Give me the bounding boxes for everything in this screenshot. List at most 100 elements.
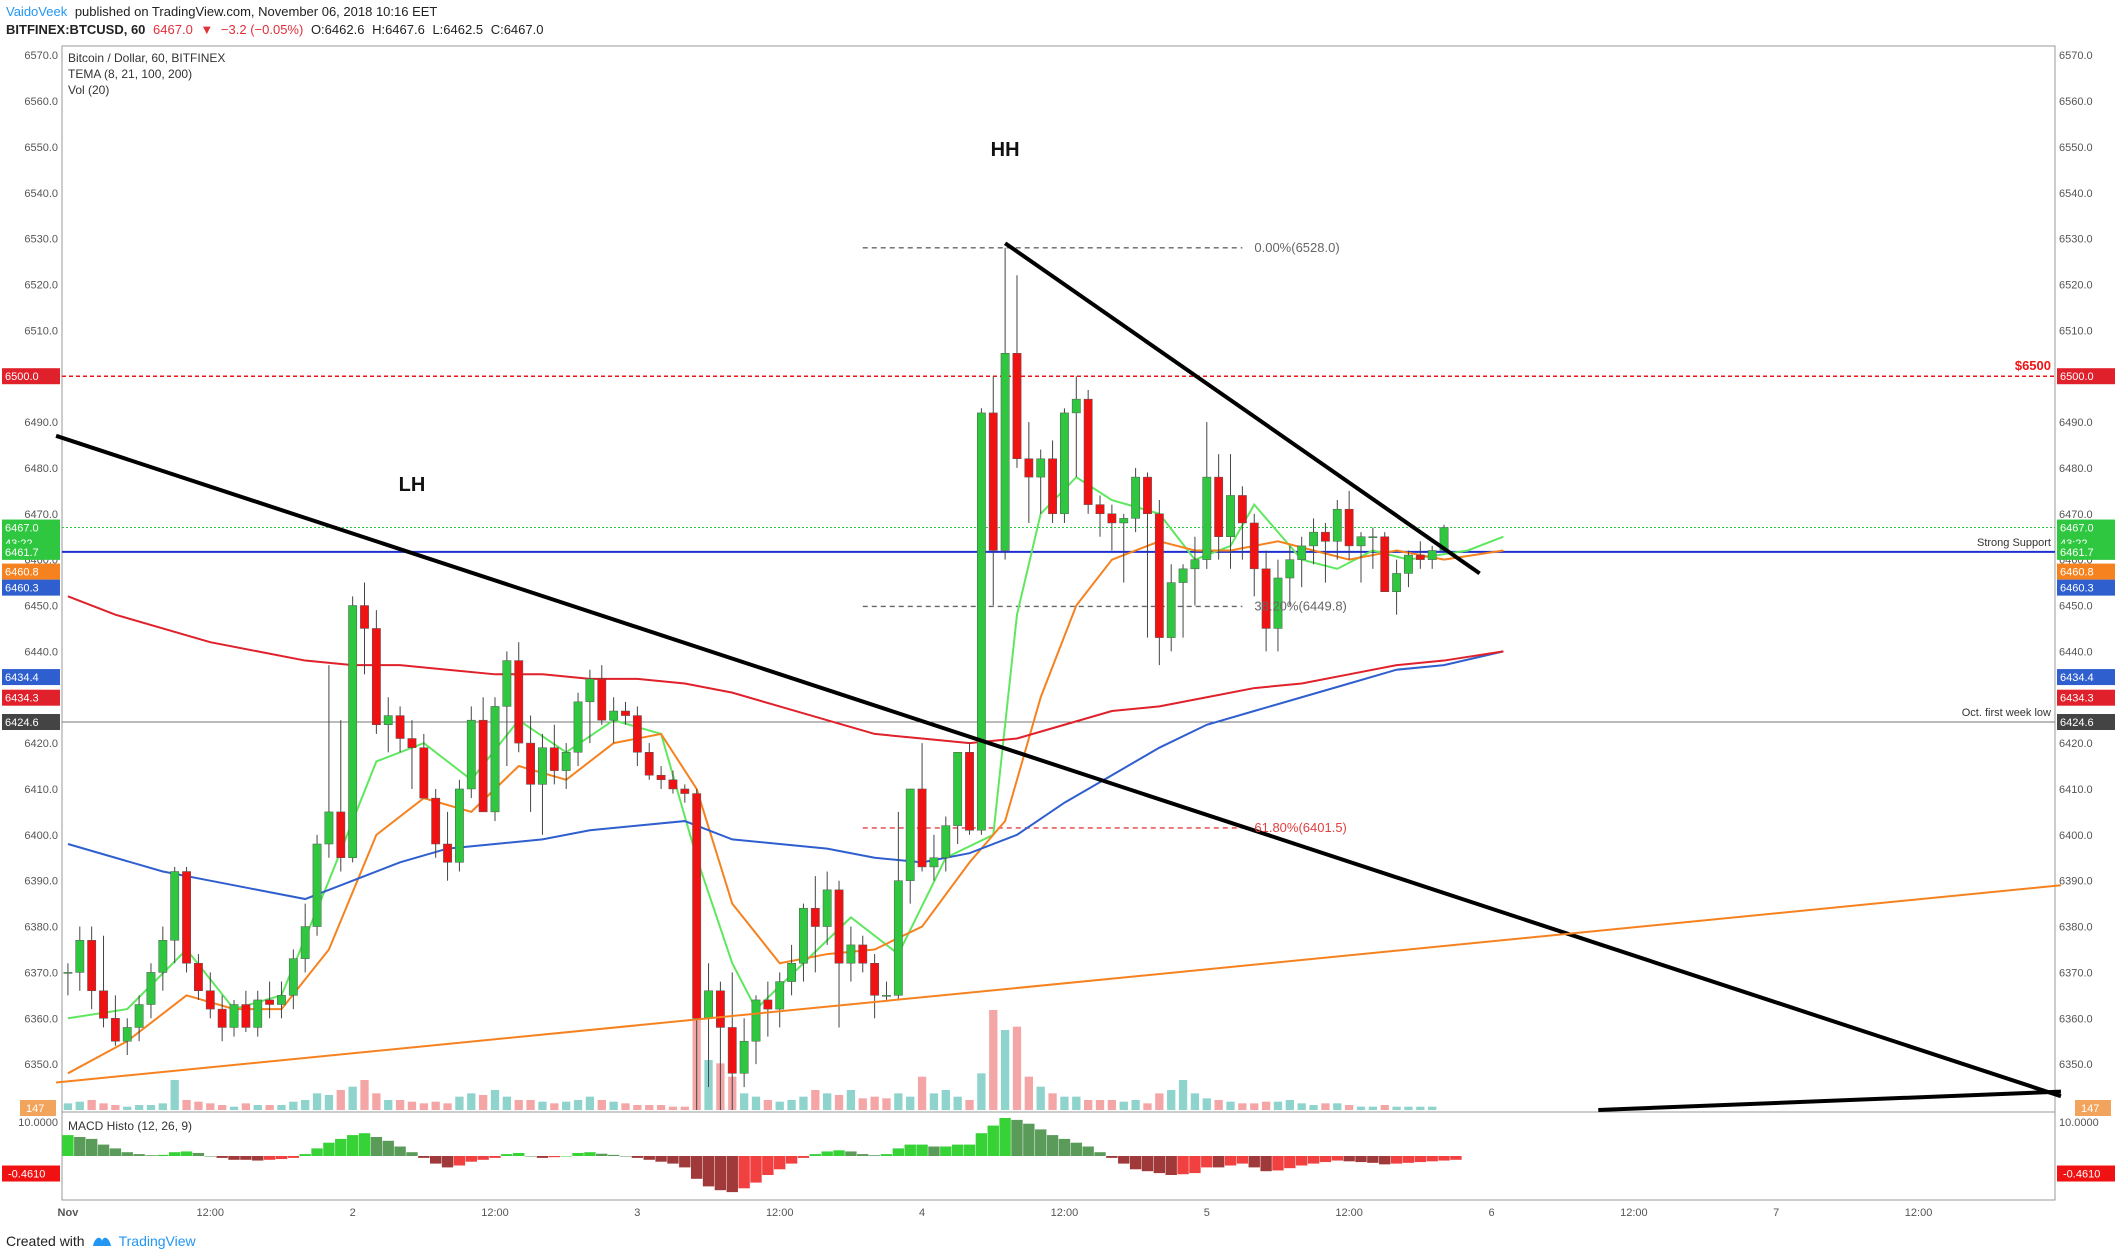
candle[interactable] xyxy=(775,981,785,1010)
candle[interactable] xyxy=(704,990,713,1019)
candle[interactable] xyxy=(1154,513,1164,638)
candle[interactable] xyxy=(668,779,678,790)
candle[interactable] xyxy=(383,715,393,726)
candle[interactable] xyxy=(336,811,346,859)
candle[interactable] xyxy=(466,719,476,790)
candle[interactable] xyxy=(1415,554,1425,560)
candle[interactable] xyxy=(110,1018,120,1042)
candle[interactable] xyxy=(715,990,725,1028)
candle[interactable] xyxy=(870,962,880,996)
candle[interactable] xyxy=(573,701,583,753)
candle[interactable] xyxy=(751,999,761,1042)
candle[interactable] xyxy=(253,999,263,1028)
candle[interactable] xyxy=(1119,518,1129,524)
candle[interactable] xyxy=(182,871,191,964)
tradingview-link[interactable]: TradingView xyxy=(118,1233,196,1249)
candle[interactable] xyxy=(1143,476,1152,515)
candle[interactable] xyxy=(277,995,286,1005)
candle[interactable] xyxy=(1404,554,1413,574)
candle[interactable] xyxy=(514,660,524,744)
candle[interactable] xyxy=(407,738,417,748)
candle[interactable] xyxy=(1344,508,1354,547)
candle[interactable] xyxy=(1107,513,1117,524)
candle[interactable] xyxy=(905,788,915,881)
candle[interactable] xyxy=(1332,508,1342,542)
candle[interactable] xyxy=(1380,536,1390,593)
candle[interactable] xyxy=(158,940,168,973)
candle[interactable] xyxy=(1202,476,1212,560)
candle[interactable] xyxy=(1392,573,1402,593)
candle[interactable] xyxy=(1214,476,1224,537)
candle[interactable] xyxy=(502,660,512,707)
candle[interactable] xyxy=(1060,412,1069,515)
candle[interactable] xyxy=(727,1027,737,1074)
candle[interactable] xyxy=(170,871,180,941)
candle[interactable] xyxy=(348,605,358,859)
candle[interactable] xyxy=(787,962,796,982)
trendline[interactable] xyxy=(55,884,2062,1084)
candle[interactable] xyxy=(1297,545,1307,560)
candle[interactable] xyxy=(419,747,429,799)
candle[interactable] xyxy=(229,1004,239,1028)
candle[interactable] xyxy=(1000,353,1010,551)
candle[interactable] xyxy=(205,990,215,1010)
candle[interactable] xyxy=(1036,458,1046,478)
candle[interactable] xyxy=(1356,536,1366,547)
candle[interactable] xyxy=(739,1040,749,1074)
candle[interactable] xyxy=(1024,458,1034,478)
candle[interactable] xyxy=(288,958,298,996)
author-link[interactable]: VaidoVeek xyxy=(6,4,68,19)
candle[interactable] xyxy=(976,412,986,831)
candle[interactable] xyxy=(941,825,951,859)
candle[interactable] xyxy=(846,944,856,964)
candle[interactable] xyxy=(265,999,275,1005)
candle[interactable] xyxy=(324,811,334,845)
trendline[interactable] xyxy=(1003,241,1481,576)
candle[interactable] xyxy=(241,1004,251,1028)
trendline[interactable] xyxy=(1598,1089,2062,1112)
candle[interactable] xyxy=(953,752,963,826)
candle[interactable] xyxy=(799,907,808,964)
candle[interactable] xyxy=(621,710,630,716)
candle[interactable] xyxy=(1048,458,1057,515)
candle[interactable] xyxy=(692,793,702,1019)
candle[interactable] xyxy=(917,788,927,868)
candle[interactable] xyxy=(1190,559,1200,570)
candle[interactable] xyxy=(988,412,998,551)
candle[interactable] xyxy=(858,944,868,964)
candle[interactable] xyxy=(632,715,642,753)
candle[interactable] xyxy=(300,926,310,959)
candle[interactable] xyxy=(680,788,690,794)
candle[interactable] xyxy=(1368,536,1378,538)
candle[interactable] xyxy=(965,752,974,831)
candle[interactable] xyxy=(146,972,156,1005)
candle[interactable] xyxy=(549,747,559,771)
candle[interactable] xyxy=(360,605,369,629)
candle[interactable] xyxy=(122,1027,132,1042)
candle[interactable] xyxy=(1321,531,1330,542)
candle[interactable] xyxy=(929,857,939,868)
candle[interactable] xyxy=(431,797,441,845)
candle[interactable] xyxy=(644,752,654,776)
candle[interactable] xyxy=(561,752,571,771)
candle[interactable] xyxy=(87,940,97,992)
candle[interactable] xyxy=(1071,398,1081,414)
candle[interactable] xyxy=(1427,550,1437,560)
candle[interactable] xyxy=(455,788,464,863)
candle[interactable] xyxy=(763,999,773,1010)
candle[interactable] xyxy=(1261,568,1271,629)
candle[interactable] xyxy=(1012,353,1022,460)
candle[interactable] xyxy=(1273,577,1283,629)
candle[interactable] xyxy=(810,907,820,927)
candle[interactable] xyxy=(75,940,85,973)
candle[interactable] xyxy=(99,990,108,1019)
candle[interactable] xyxy=(1178,568,1188,583)
candle[interactable] xyxy=(1309,531,1318,547)
candle[interactable] xyxy=(194,962,203,992)
candle[interactable] xyxy=(1226,495,1235,537)
candle[interactable] xyxy=(538,747,547,785)
candle[interactable] xyxy=(1095,504,1105,515)
candle[interactable] xyxy=(1249,522,1259,570)
candle[interactable] xyxy=(656,774,666,781)
